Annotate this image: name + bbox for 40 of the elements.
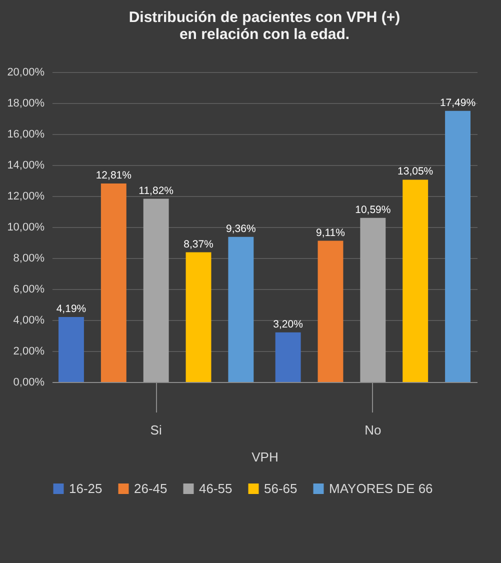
y-tick-label: 16,00%: [7, 128, 45, 140]
bar: [402, 180, 428, 382]
y-tick-label: 18,00%: [7, 98, 45, 110]
legend-label: 56-65: [264, 480, 298, 496]
y-tick-label: 20,00%: [7, 66, 45, 78]
y-tick-label: 10,00%: [7, 222, 45, 234]
data-label: 13,05%: [398, 166, 434, 178]
legend-label: MAYORES DE 66: [329, 480, 433, 496]
data-label: 12,81%: [96, 169, 132, 182]
x-tick-label: Si: [150, 422, 162, 438]
y-tick-label: 2,00%: [13, 346, 45, 358]
data-label: 3,20%: [273, 318, 303, 330]
bar: [275, 332, 301, 382]
bar: [360, 218, 386, 382]
data-label: 8,37%: [184, 238, 214, 250]
data-label: 10,59%: [355, 204, 391, 216]
y-tick-label: 6,00%: [13, 284, 45, 296]
y-tick-label: 14,00%: [7, 160, 45, 172]
bar: [143, 198, 169, 382]
x-tick-label: No: [364, 422, 382, 438]
y-tick-label: 4,00%: [13, 314, 45, 326]
chart-title: Distribución de pacientes con VPH (+) en relación con la edad.: [128, 9, 400, 43]
legend-label: 16-25: [69, 480, 102, 496]
y-tick-label: 12,00%: [7, 190, 45, 202]
legend-label: 26-45: [134, 480, 168, 496]
bar: [100, 183, 126, 382]
x-axis-title: VPH: [252, 450, 278, 464]
data-label: 17,49%: [440, 96, 476, 109]
bar: [318, 240, 344, 382]
y-tick-label: 8,00%: [13, 252, 45, 264]
data-label: 9,36%: [226, 222, 256, 235]
data-label: 9,11%: [316, 226, 345, 239]
bar: [228, 236, 254, 382]
data-label: 4,19%: [56, 303, 86, 316]
bar: [445, 110, 470, 382]
y-tick-label: 0,00%: [13, 376, 45, 388]
legend-label: 46-55: [199, 480, 232, 496]
bar: [186, 252, 212, 382]
data-label: 11,82%: [138, 184, 174, 197]
bar: [58, 317, 84, 382]
